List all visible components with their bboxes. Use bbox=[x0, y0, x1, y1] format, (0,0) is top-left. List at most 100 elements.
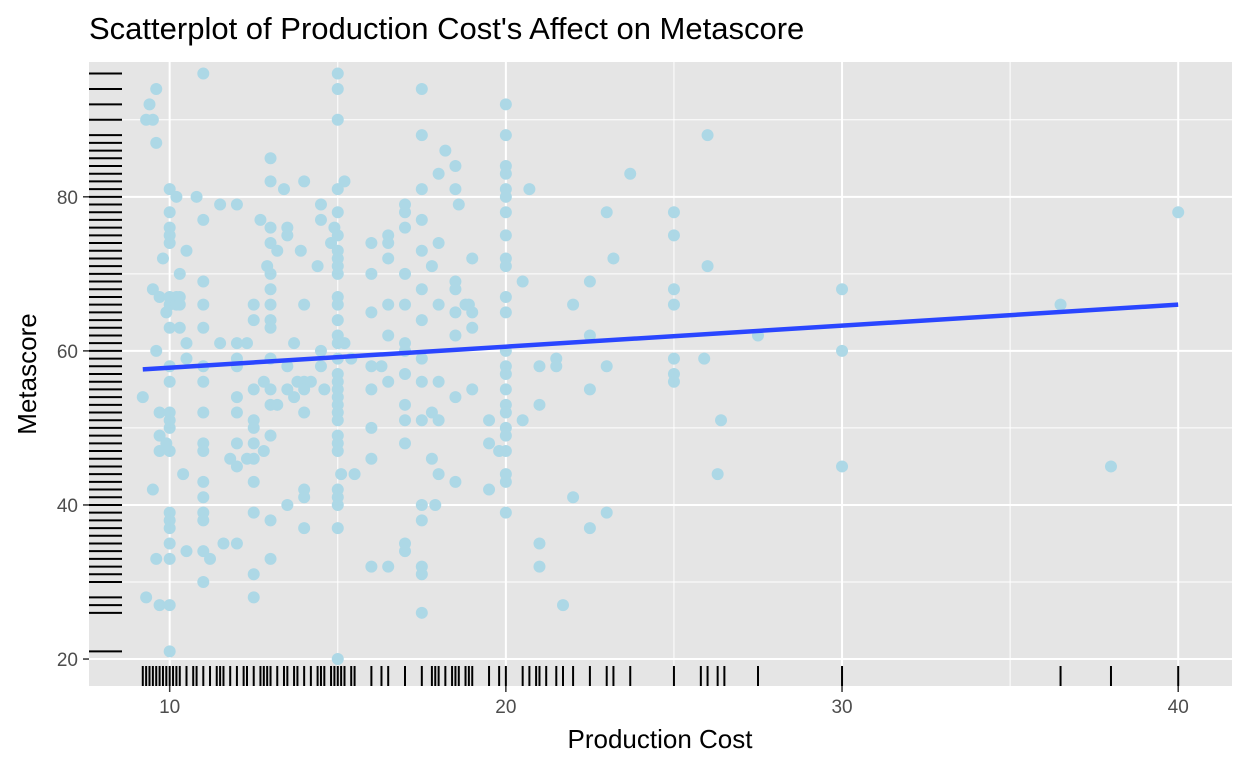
data-point bbox=[288, 391, 301, 404]
x-tick-label: 20 bbox=[495, 697, 516, 718]
data-point bbox=[247, 383, 260, 396]
data-point bbox=[415, 314, 428, 327]
data-point bbox=[298, 175, 311, 188]
data-point bbox=[583, 329, 596, 342]
data-point bbox=[449, 329, 462, 342]
data-point bbox=[348, 468, 361, 481]
data-point bbox=[667, 229, 680, 242]
data-point bbox=[449, 306, 462, 319]
data-point bbox=[230, 391, 243, 404]
data-point bbox=[314, 344, 327, 357]
data-point bbox=[432, 298, 445, 311]
data-point bbox=[140, 591, 153, 604]
data-point bbox=[382, 560, 395, 573]
rug-y bbox=[89, 72, 122, 653]
data-point bbox=[314, 198, 327, 211]
data-point bbox=[173, 321, 186, 334]
data-point bbox=[247, 506, 260, 519]
data-point bbox=[331, 67, 344, 80]
data-point bbox=[197, 491, 210, 504]
data-point bbox=[499, 368, 512, 380]
y-axis-ticks: 20 40 60 80 bbox=[57, 188, 89, 671]
x-axis-title: Production Cost bbox=[568, 724, 754, 754]
x-tick-label: 10 bbox=[159, 697, 180, 718]
data-point bbox=[499, 445, 512, 458]
x-tick-label: 40 bbox=[1168, 697, 1189, 718]
data-point bbox=[499, 290, 512, 303]
data-point bbox=[583, 522, 596, 535]
data-point bbox=[499, 406, 512, 419]
data-point bbox=[247, 437, 260, 450]
data-point bbox=[399, 206, 412, 219]
data-point bbox=[230, 406, 243, 419]
data-point bbox=[247, 452, 260, 465]
data-point bbox=[264, 283, 277, 296]
data-point bbox=[304, 375, 317, 388]
data-point bbox=[217, 537, 230, 550]
data-point bbox=[230, 337, 243, 350]
data-point bbox=[150, 344, 163, 357]
data-point bbox=[314, 360, 327, 373]
data-point bbox=[264, 267, 277, 280]
data-point bbox=[331, 314, 344, 327]
data-point bbox=[533, 537, 546, 550]
data-point bbox=[230, 460, 243, 473]
data-point bbox=[432, 468, 445, 481]
data-point bbox=[197, 375, 210, 388]
data-point bbox=[197, 475, 210, 488]
data-point bbox=[499, 190, 512, 203]
data-point bbox=[298, 522, 311, 535]
data-point bbox=[298, 298, 311, 311]
data-point bbox=[715, 414, 728, 427]
data-point bbox=[197, 298, 210, 311]
data-point bbox=[583, 275, 596, 288]
data-point bbox=[331, 445, 344, 458]
data-point bbox=[415, 414, 428, 427]
data-point bbox=[257, 445, 270, 458]
data-point bbox=[667, 298, 680, 311]
data-point bbox=[499, 229, 512, 242]
data-point bbox=[163, 421, 176, 434]
data-point bbox=[600, 506, 613, 519]
data-point bbox=[281, 229, 294, 242]
data-point bbox=[399, 545, 412, 558]
data-point bbox=[399, 398, 412, 411]
data-point bbox=[449, 391, 462, 404]
data-point bbox=[214, 198, 227, 211]
data-point bbox=[466, 252, 479, 265]
data-point bbox=[382, 237, 395, 250]
grid-minor bbox=[89, 62, 1232, 686]
data-point bbox=[499, 260, 512, 273]
data-point bbox=[449, 283, 462, 296]
data-point bbox=[173, 298, 186, 311]
data-point bbox=[382, 252, 395, 265]
data-point bbox=[271, 398, 284, 411]
data-point bbox=[836, 344, 849, 357]
data-point bbox=[449, 160, 462, 172]
data-point bbox=[382, 298, 395, 311]
data-point bbox=[365, 383, 378, 396]
data-point bbox=[452, 198, 465, 211]
data-point bbox=[136, 391, 149, 404]
data-point bbox=[331, 414, 344, 427]
data-point bbox=[415, 183, 428, 196]
data-point bbox=[432, 167, 445, 180]
data-point bbox=[600, 360, 613, 373]
data-point bbox=[180, 545, 193, 558]
data-point bbox=[264, 152, 277, 165]
data-point bbox=[624, 167, 637, 180]
data-point bbox=[499, 475, 512, 488]
data-point bbox=[331, 298, 344, 311]
data-point bbox=[264, 175, 277, 188]
data-point bbox=[583, 383, 596, 396]
data-point bbox=[281, 360, 294, 373]
data-point bbox=[415, 82, 428, 95]
data-point bbox=[567, 298, 580, 311]
data-point bbox=[415, 352, 428, 365]
data-point bbox=[163, 599, 176, 612]
data-point bbox=[375, 360, 388, 373]
data-point bbox=[264, 552, 277, 565]
data-point bbox=[415, 244, 428, 257]
data-point bbox=[836, 283, 849, 296]
